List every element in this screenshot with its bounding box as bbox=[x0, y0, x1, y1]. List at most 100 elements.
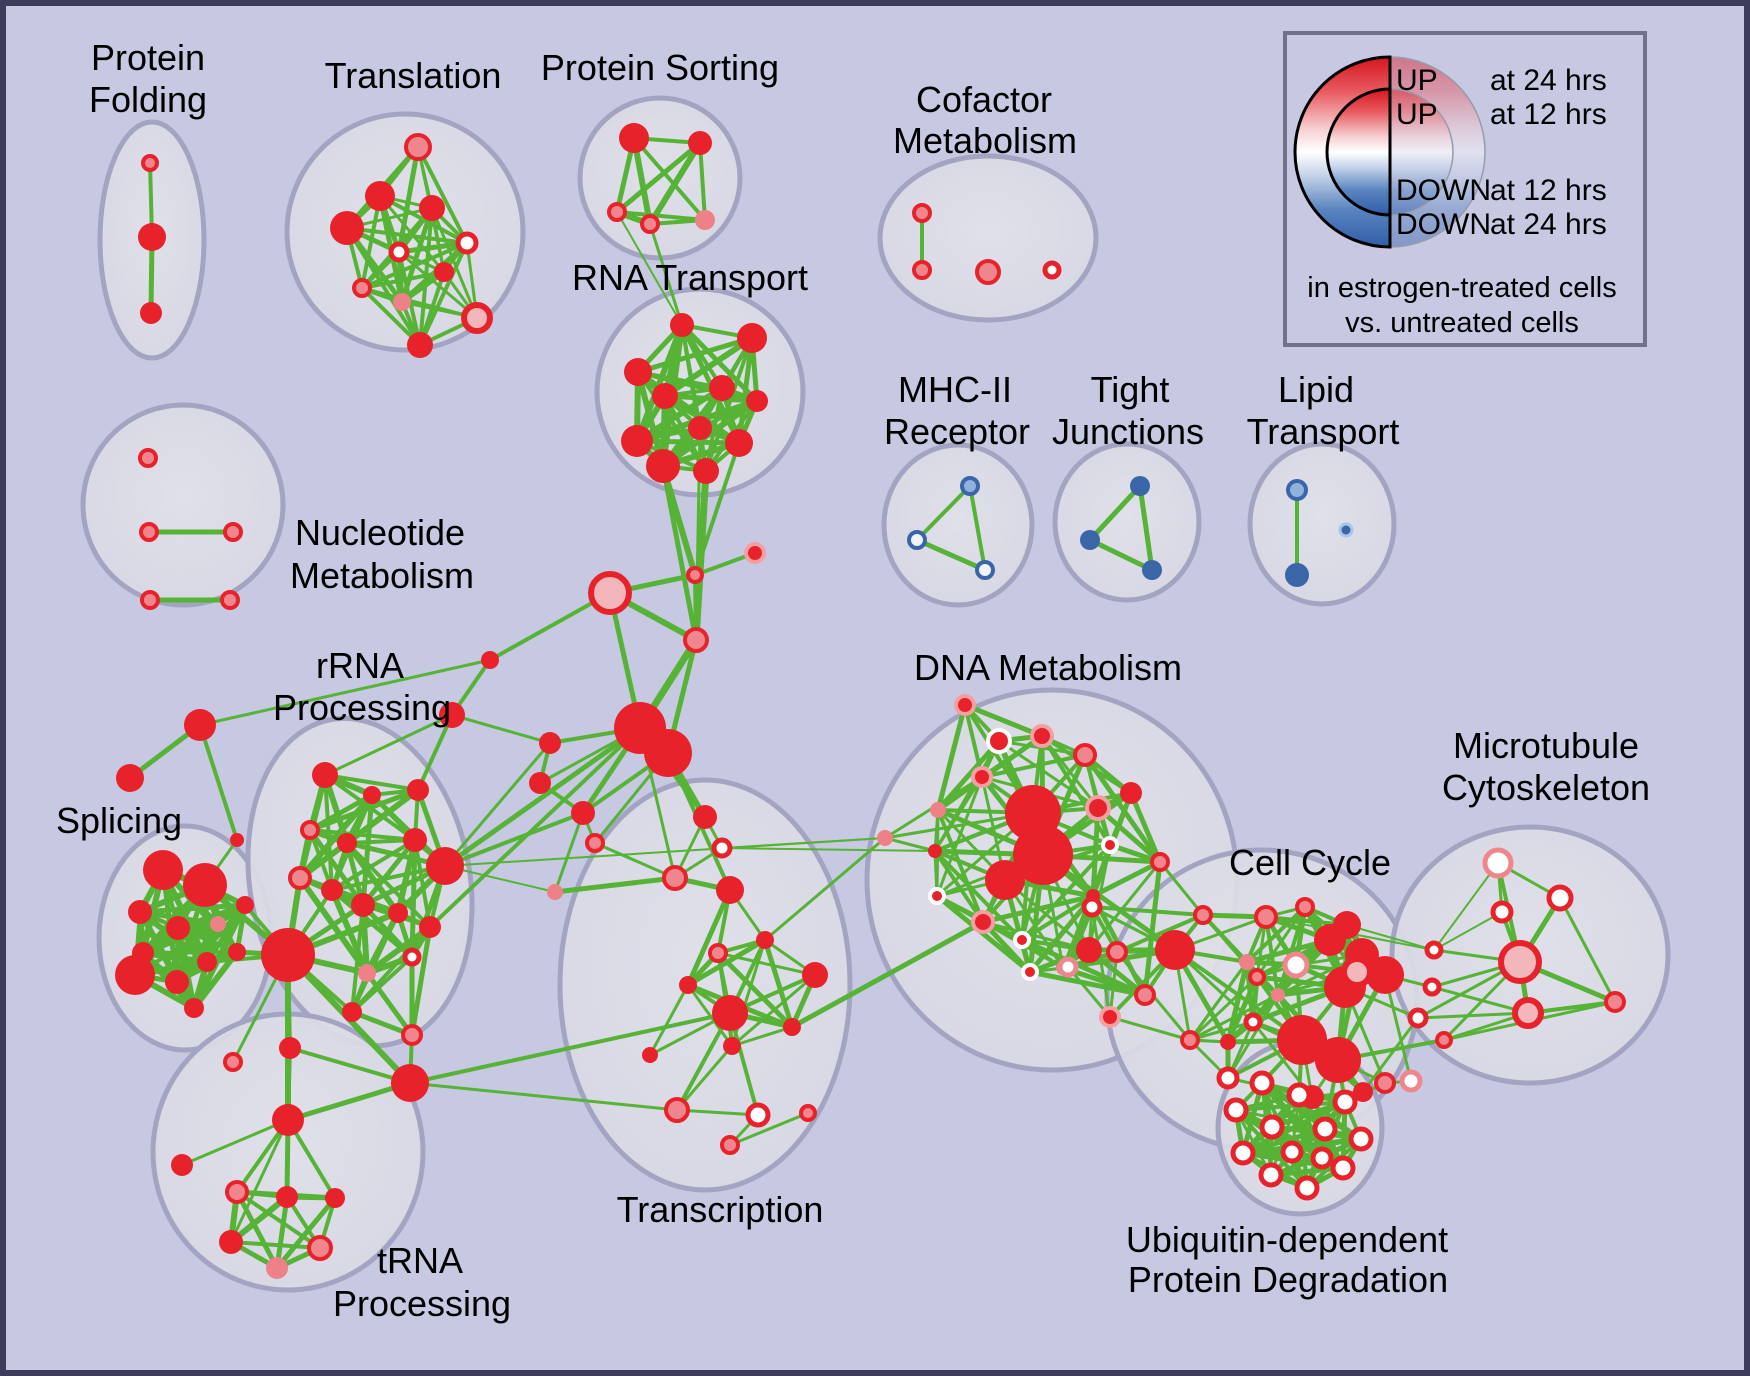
network-node-pkr bbox=[975, 259, 1001, 285]
trna-mesh-edge bbox=[274, 1195, 338, 1271]
network-edge bbox=[408, 1081, 679, 1112]
network-node-wr bbox=[1348, 1126, 1374, 1152]
network-node-pkr bbox=[1295, 897, 1315, 917]
network-node-pkr bbox=[404, 133, 432, 161]
rrna-mesh-edge bbox=[323, 773, 420, 792]
network-node-wr bbox=[1407, 1007, 1429, 1029]
dna-mesh-edge bbox=[935, 775, 984, 898]
network-node-wr bbox=[1243, 1012, 1263, 1032]
network-node-r bbox=[140, 302, 162, 324]
network-edge bbox=[728, 1111, 810, 1147]
dna-mesh-edge bbox=[933, 775, 984, 853]
network-node-r bbox=[693, 458, 719, 484]
network-edge bbox=[1433, 862, 1499, 951]
cc-bridge-mesh-edge bbox=[1090, 905, 1205, 917]
network-node-r bbox=[619, 123, 649, 153]
network-node-r bbox=[183, 863, 227, 907]
network-node-pkr bbox=[140, 590, 160, 610]
network-node-pkr bbox=[401, 1024, 423, 1046]
network-node-pkr bbox=[1193, 905, 1213, 925]
trna-mesh-edge bbox=[229, 1240, 322, 1250]
cc-bridge-mesh-edge bbox=[1225, 959, 1250, 1045]
cc-bridge-mesh-edge bbox=[1108, 1015, 1192, 1042]
network-node-r bbox=[230, 833, 244, 847]
network-node-r bbox=[679, 976, 697, 994]
network-node-pkr bbox=[1106, 941, 1128, 963]
network-node-r bbox=[407, 332, 433, 358]
network-node-wr bbox=[1081, 896, 1103, 918]
network-node-wr bbox=[1422, 977, 1442, 997]
cluster-label-mhc-ii-receptor: Receptor bbox=[884, 411, 1030, 452]
network-node-r bbox=[391, 1064, 429, 1102]
transcription-mesh-edge bbox=[715, 950, 795, 1030]
network-edge bbox=[1129, 791, 1162, 864]
network-node-pk bbox=[930, 802, 946, 818]
network-node-pkr bbox=[1254, 905, 1278, 929]
legend-direction-label: UP bbox=[1396, 98, 1438, 131]
network-edge bbox=[915, 484, 972, 542]
network-node-r bbox=[709, 375, 735, 401]
network-node-wr bbox=[1312, 1116, 1338, 1142]
network-edge bbox=[1430, 985, 1530, 1015]
network-node-wr bbox=[402, 947, 422, 967]
network-node-pkr bbox=[300, 820, 320, 840]
rrna-mesh-edge bbox=[350, 903, 365, 1014]
network-node-r bbox=[642, 1047, 658, 1063]
cluster-label-tight-junctions: Junctions bbox=[1052, 411, 1204, 452]
network-edge bbox=[488, 591, 612, 662]
network-node-wr bbox=[1490, 900, 1514, 924]
network-node-pkr bbox=[799, 1104, 817, 1122]
legend-direction-label: DOWN bbox=[1396, 208, 1491, 241]
network-edge bbox=[180, 1118, 290, 1167]
cluster-label-mhc-ii-receptor: MHC-II bbox=[898, 369, 1012, 410]
network-node-r bbox=[1277, 1015, 1327, 1065]
network-edge bbox=[693, 441, 741, 577]
network-node-r bbox=[312, 762, 338, 788]
rrna-mesh-edge bbox=[364, 970, 415, 1038]
rrna-mesh-edge bbox=[307, 827, 366, 908]
network-edge bbox=[883, 836, 937, 853]
network-edge bbox=[1361, 1016, 1420, 1094]
cluster-outline-mhc-ii-receptor bbox=[881, 442, 1035, 608]
cluster-label-cofactor-metabolism: Cofactor bbox=[916, 79, 1052, 120]
network-node-b bbox=[1130, 476, 1150, 496]
network-node-wr bbox=[1230, 1140, 1256, 1166]
cluster-label-protein-sorting: Protein Sorting bbox=[541, 47, 779, 88]
protein-sorting-mesh-edge bbox=[698, 141, 707, 222]
cluster-label-ubiquitin-degradation: Ubiquitin-dependent bbox=[1126, 1219, 1448, 1260]
network-node-rpk bbox=[461, 302, 493, 334]
dna-mesh-edge bbox=[1142, 859, 1163, 998]
transcription-mesh-edge bbox=[730, 1025, 794, 1048]
network-edge bbox=[416, 713, 454, 792]
cluster-label-dna-metabolism: DNA Metabolism bbox=[914, 647, 1182, 688]
network-node-pkr bbox=[141, 154, 159, 172]
rrna-mesh-edge bbox=[330, 838, 417, 892]
network-node-rpk bbox=[588, 571, 632, 615]
network-node-r bbox=[342, 1002, 362, 1022]
network-node-pw bbox=[1057, 956, 1079, 978]
network-node-bl bbox=[960, 476, 980, 496]
network-node-pkr bbox=[640, 214, 660, 234]
network-node-r bbox=[737, 323, 767, 353]
protein-sorting-mesh-edge bbox=[615, 210, 707, 222]
network-node-r bbox=[363, 786, 381, 804]
network-node-bw bbox=[975, 560, 995, 580]
cc-bridge-mesh-edge bbox=[1188, 960, 1249, 1042]
network-node-wr bbox=[745, 1102, 771, 1128]
network-node-wr bbox=[1310, 1146, 1334, 1170]
network-node-pkr bbox=[139, 522, 159, 542]
legend-direction-label: DOWN bbox=[1396, 174, 1491, 207]
network-node-wr bbox=[1216, 1066, 1240, 1090]
network-node-r bbox=[128, 900, 152, 924]
network-node-pk bbox=[358, 964, 376, 982]
network-node-r bbox=[712, 995, 748, 1031]
legend-caption: vs. untreated cells bbox=[1345, 307, 1579, 339]
cluster-label-lipid-transport: Lipid bbox=[1278, 369, 1354, 410]
network-node-rp bbox=[744, 542, 766, 564]
network-node-r bbox=[571, 801, 595, 825]
dna-mesh-edge bbox=[1020, 894, 1095, 942]
network-node-r bbox=[693, 805, 717, 829]
network-node-b bbox=[1285, 563, 1309, 587]
